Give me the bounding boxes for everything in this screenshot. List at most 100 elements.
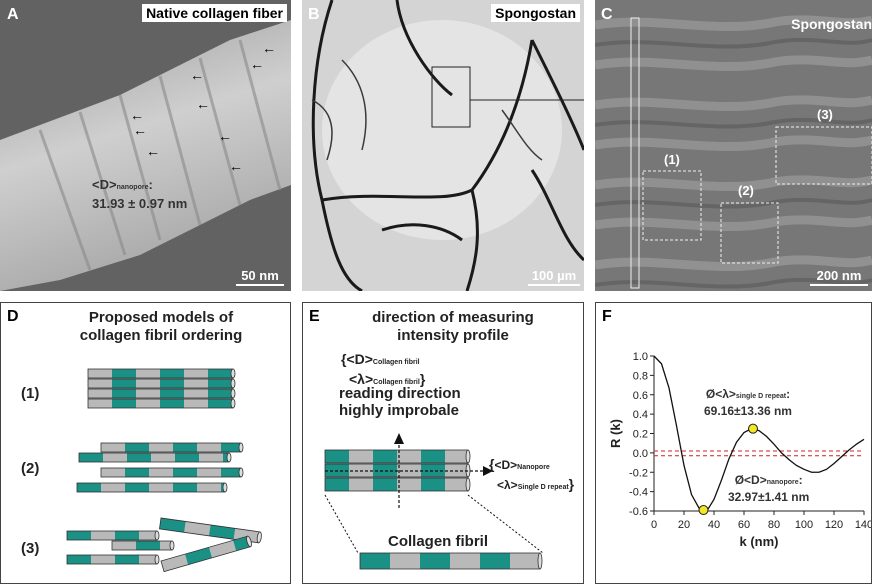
teal-band bbox=[325, 478, 349, 491]
gray-band bbox=[101, 443, 125, 452]
autocorrelation-chart: 1.0 0.8 0.6 0.4 0.2 0.0 -0.2 -0.4 -0.60 20 40 60 80 1… bbox=[608, 351, 872, 549]
nanopore-annotation: <D>nanopore: 31.93 ± 0.97 nm bbox=[92, 177, 187, 212]
y-tick-label: -0.4 bbox=[629, 487, 648, 499]
collagen-fibril bbox=[359, 552, 543, 570]
top-measure-line-2: <λ>Collagen fibril} bbox=[341, 371, 425, 391]
collagen-fibril bbox=[66, 554, 160, 565]
fibril-end-cap bbox=[226, 452, 232, 463]
teal-band bbox=[112, 389, 136, 398]
teal-band bbox=[208, 369, 232, 378]
arrow-icon: ← bbox=[262, 40, 276, 56]
gray-band bbox=[349, 450, 373, 463]
gray-band bbox=[91, 555, 115, 564]
region-label-3: (3) bbox=[817, 107, 833, 122]
teal-band bbox=[221, 468, 241, 477]
gray-band bbox=[160, 541, 172, 550]
symbol-d: <D> bbox=[346, 351, 373, 367]
nanopore-annotation: Ø<D>nanopore: 32.97±1.41 nm bbox=[728, 473, 809, 505]
gray-band bbox=[197, 443, 221, 452]
teal-band bbox=[79, 453, 103, 462]
panel-title: direction of measuring intensity profile bbox=[333, 309, 573, 345]
fibril-end-cap bbox=[230, 398, 236, 409]
fibril-end-cap bbox=[256, 531, 262, 544]
extremum-marker bbox=[698, 505, 709, 516]
annotation-symbol: Ø<λ> bbox=[705, 387, 736, 401]
scale-label: 50 nm bbox=[241, 268, 279, 283]
gray-band bbox=[184, 399, 208, 408]
annotation-value: 32.97±1.41 nm bbox=[728, 490, 810, 504]
teal-band bbox=[115, 555, 139, 564]
arrow-icon: ← bbox=[146, 143, 160, 159]
fibril-end-cap bbox=[465, 477, 471, 492]
gray-band bbox=[184, 389, 208, 398]
fibril-label: Collagen fibril bbox=[388, 533, 489, 550]
gray-band bbox=[510, 553, 540, 569]
collagen-fibril bbox=[111, 540, 175, 551]
collagen-fibril bbox=[160, 535, 252, 573]
teal-band bbox=[373, 450, 397, 463]
panel-f: F 1.0 0.8 0.6 0.4 0.2 0.0 -0.2 -0.4 -0.6 0 20 40 60 8… bbox=[595, 302, 872, 584]
y-tick-label: 0.2 bbox=[633, 429, 648, 441]
collagen-fibril bbox=[76, 482, 228, 493]
x-tick-label: 140 bbox=[855, 519, 872, 531]
x-tick-label: 120 bbox=[825, 519, 843, 531]
right-measure-annotation: {<D>Nanopore <λ>Single D repeat} bbox=[489, 456, 574, 496]
panel-title: Proposed models of collagen fibril order… bbox=[41, 309, 281, 345]
scale-bar: 200 nm bbox=[810, 268, 868, 286]
panel-b-image bbox=[302, 0, 584, 291]
annotation-colon: : bbox=[148, 177, 153, 192]
fibril-end-cap bbox=[230, 378, 236, 389]
panel-b: B Spongostan 100 µm bbox=[302, 0, 584, 291]
nanopore-annotation-line-1: Ø<D>nanopore: bbox=[728, 473, 809, 490]
panel-title: Native collagen fiber bbox=[142, 4, 287, 22]
teal-band bbox=[421, 478, 445, 491]
symbol-lambda-subscript: Collagen fibril bbox=[373, 379, 420, 386]
zoom-guide-line bbox=[467, 494, 544, 554]
gray-band bbox=[197, 483, 221, 492]
teal-band bbox=[223, 453, 229, 462]
teal-band bbox=[115, 531, 139, 540]
x-tick-label: 0 bbox=[651, 519, 657, 531]
measurement-diagram bbox=[324, 433, 544, 570]
annotation-subscript: nanopore bbox=[116, 184, 149, 191]
arrow-icon: ← bbox=[196, 96, 210, 112]
y-tick-label: 0.6 bbox=[633, 390, 648, 402]
collagen-fibril bbox=[87, 378, 236, 389]
teal-band bbox=[127, 453, 151, 462]
panel-e: E direction of measuring intensity profi… bbox=[302, 302, 584, 584]
gray-band bbox=[88, 369, 112, 378]
gray-band bbox=[136, 379, 160, 388]
gray-band bbox=[445, 478, 468, 491]
panel-c: C Spongostan (1) (2) (3) 200 nm bbox=[595, 0, 872, 291]
panel-letter: D bbox=[7, 308, 19, 325]
annotation-colon: : bbox=[786, 387, 791, 401]
model-label-1: (1) bbox=[21, 385, 40, 402]
teal-band bbox=[67, 531, 91, 540]
teal-band bbox=[159, 518, 186, 533]
teal-band bbox=[421, 450, 445, 463]
gray-band bbox=[139, 555, 157, 564]
right-arrow-icon bbox=[483, 466, 493, 476]
gray-band bbox=[397, 450, 421, 463]
scale-label: 100 µm bbox=[531, 268, 577, 283]
title-line-2: collagen fibril ordering bbox=[79, 327, 243, 344]
panel-a: A Native collagen fiber ← ← ← ← ← ← ← ← … bbox=[0, 0, 291, 291]
gray-band bbox=[209, 540, 237, 558]
gray-band bbox=[101, 483, 125, 492]
annotation-subscript: single D repeat bbox=[735, 393, 787, 400]
top-measure-line-1: {<D>Collagen fibril bbox=[341, 351, 425, 371]
teal-band bbox=[160, 399, 184, 408]
panel-title: Spongostan bbox=[491, 4, 580, 22]
teal-band bbox=[173, 468, 197, 477]
symbol-d-subscript: Collagen fibril bbox=[372, 359, 420, 366]
teal-band bbox=[125, 483, 149, 492]
gray-band bbox=[161, 554, 189, 572]
teal-band bbox=[160, 369, 184, 378]
collagen-fibril bbox=[324, 477, 471, 492]
gray-band bbox=[136, 369, 160, 378]
teal-band bbox=[67, 555, 91, 564]
teal-band bbox=[77, 483, 101, 492]
lambda-annotation-line-1: Ø<λ>single D repeat: bbox=[704, 387, 792, 404]
gray-band bbox=[450, 553, 480, 569]
reading-line-1: reading direction bbox=[339, 385, 461, 402]
